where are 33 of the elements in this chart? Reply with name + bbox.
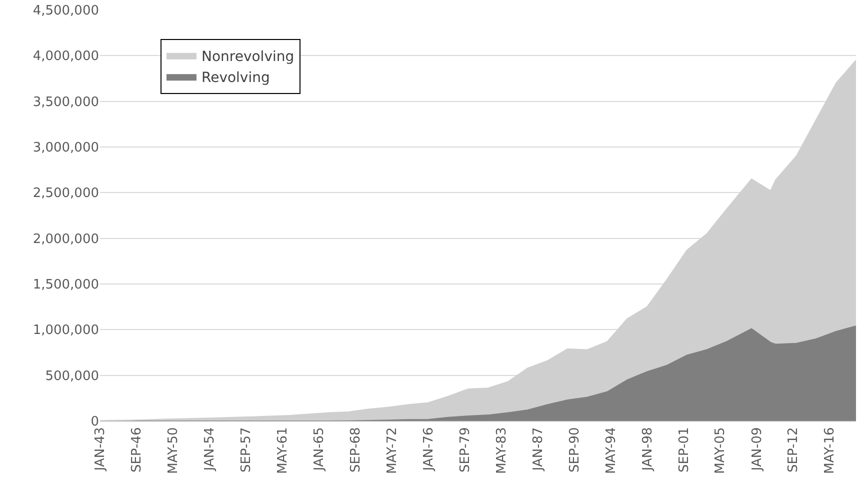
x-tick-label: SEP-79 xyxy=(458,427,473,472)
x-tick-label: MAY-61 xyxy=(276,427,291,474)
x-tick-label: MAY-50 xyxy=(166,427,182,474)
x-tick-label: SEP-12 xyxy=(786,427,802,472)
y-tick-label: 500,000 xyxy=(45,368,99,384)
x-tick-label: JAN-65 xyxy=(312,427,328,472)
y-tick-label: 2,000,000 xyxy=(32,232,99,247)
x-tick-label: JAN-43 xyxy=(93,427,108,472)
x-tick-label: MAY-16 xyxy=(822,427,838,474)
x-tick-label: MAY-83 xyxy=(494,427,510,474)
x-tick-label: JAN-09 xyxy=(750,427,765,472)
legend-label: Revolving xyxy=(201,70,270,86)
x-tick-label: MAY-94 xyxy=(604,427,619,474)
x-tick-label: JAN-76 xyxy=(421,427,436,472)
x-tick-label: SEP-46 xyxy=(130,427,145,472)
x-tick-label: MAY-72 xyxy=(384,427,400,474)
legend-label: Nonrevolving xyxy=(201,48,294,65)
x-tick-label: JAN-54 xyxy=(202,427,218,472)
y-tick-label: 1,000,000 xyxy=(32,323,99,338)
x-tick-label: JAN-98 xyxy=(640,427,656,472)
x-tick-label: SEP-01 xyxy=(676,427,692,472)
y-tick-label: 2,500,000 xyxy=(32,186,99,202)
y-tick-label: 1,500,000 xyxy=(32,278,99,293)
x-tick-label: SEP-90 xyxy=(567,427,582,472)
y-tick-label: 3,500,000 xyxy=(32,94,99,110)
y-tick-label: 3,000,000 xyxy=(32,140,99,156)
x-tick-label: SEP-68 xyxy=(348,427,364,472)
y-tick-label: 0 xyxy=(90,414,99,430)
x-tick-label: SEP-57 xyxy=(239,427,254,472)
x-tick-label: MAY-05 xyxy=(713,427,728,474)
y-tick-label: 4,500,000 xyxy=(32,4,99,19)
x-tick-label: JAN-87 xyxy=(530,427,546,472)
y-tick-label: 4,000,000 xyxy=(32,49,99,64)
